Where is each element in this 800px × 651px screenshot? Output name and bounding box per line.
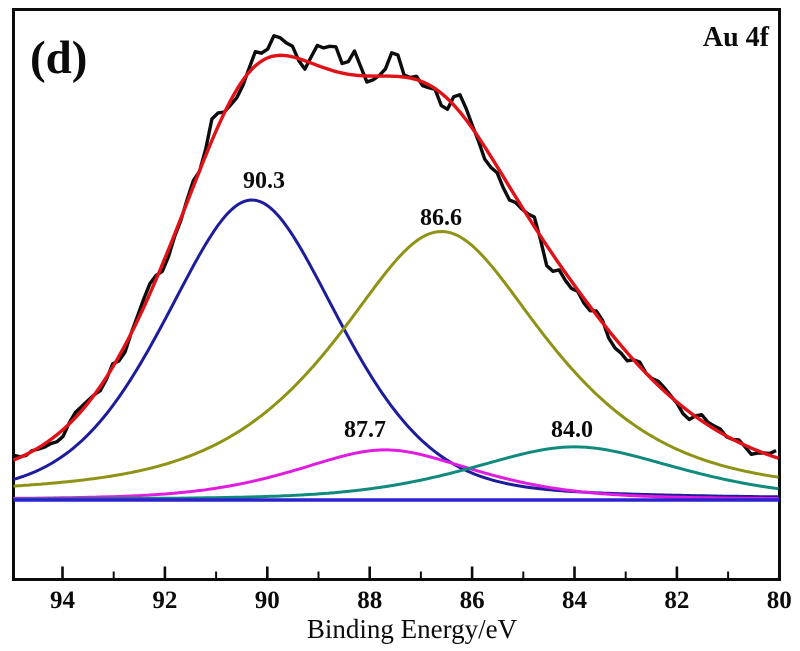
x-tick-label-94: 94 (50, 587, 76, 614)
chart-layer: 94 92 90 88 86 84 82 80 90.3 87.7 86.6 84.0 (12, 34, 792, 614)
panel-label: (d) (30, 32, 87, 84)
x-tick-label-92: 92 (152, 587, 177, 614)
peak-label-peak-87-7: 87.7 (344, 417, 386, 443)
x-tick-label-88: 88 (357, 587, 382, 614)
x-tick-label-82: 82 (664, 587, 689, 614)
component-curve-peak-90-3 (13, 198, 779, 499)
fit-envelope-curve (12, 53, 780, 462)
peak-label-peak-84-0: 84.0 (551, 417, 593, 443)
x-tick-label-84: 84 (562, 587, 588, 614)
x-axis-label: Binding Energy/eV (307, 614, 518, 644)
x-tick-label-80: 80 (767, 587, 792, 614)
component-curve-peak-86-6 (13, 230, 779, 488)
component-curve-peak-87-7 (13, 448, 779, 500)
raw-spectrum-curve (13, 34, 777, 459)
peak-label-peak-90-3: 90.3 (243, 168, 285, 194)
peak-label-peak-86-6: 86.6 (420, 205, 462, 231)
x-tick-label-90: 90 (255, 587, 280, 614)
corner-annotation: Au 4f (703, 22, 770, 53)
plot-border (12, 8, 781, 581)
x-tick-label-86: 86 (460, 587, 485, 614)
